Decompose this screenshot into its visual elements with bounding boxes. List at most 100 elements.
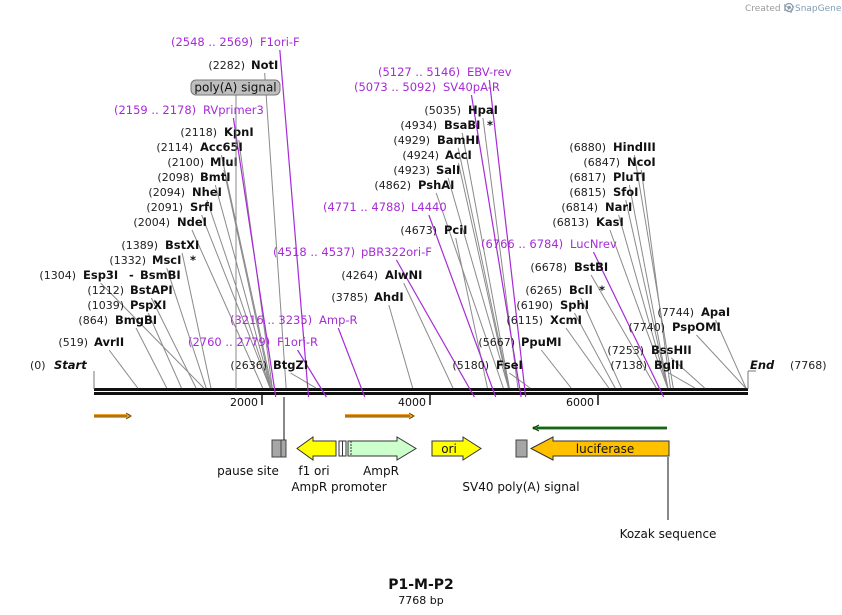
site-NcoI[interactable]: (6847) NcoI xyxy=(583,155,655,169)
start-pos: (0) xyxy=(30,359,46,372)
site-AccI[interactable]: (4924) AccI xyxy=(402,148,471,162)
kozak-sequence-feature[interactable]: Kozak sequence xyxy=(620,457,717,541)
site-PciI[interactable]: (4673) PciI xyxy=(400,223,467,237)
backbone[interactable] xyxy=(94,388,748,395)
svg-text:(7744): (7744) xyxy=(657,306,694,319)
site-SalI[interactable]: (4923) SalI xyxy=(393,163,460,177)
leader-HindIII xyxy=(633,154,674,389)
primer-F1ori-R-range[interactable]: (2760 .. 2779) xyxy=(188,335,270,349)
primer-Amp-R[interactable]: Amp-R xyxy=(319,313,358,327)
leader-Esp3I xyxy=(100,282,205,389)
ampr-promoter-feature[interactable]: AmpR promoter xyxy=(291,440,387,494)
orange-feature-bar-mid[interactable] xyxy=(345,412,415,420)
svg-text:HindIII: HindIII xyxy=(613,140,656,154)
site-BstBI[interactable]: (6678) BstBI xyxy=(530,260,608,274)
primer-EBV-rev-range[interactable]: (5127 .. 5146) xyxy=(378,65,460,79)
leader-PpuMI xyxy=(540,349,572,389)
site-KasI[interactable]: (6813) KasI xyxy=(552,215,623,229)
site-PluTI[interactable]: (6817) PluTI xyxy=(569,170,645,184)
tick-6000: 6000 xyxy=(566,396,594,409)
site-BstAPI[interactable]: (1212) BstAPI xyxy=(87,283,172,297)
svg-text:(5180): (5180) xyxy=(452,359,489,372)
credit-brand: SnapGene xyxy=(795,4,842,14)
site-Acc65I[interactable]: (2114) Acc65I xyxy=(156,140,242,154)
primer-EBV-rev[interactable]: EBV-rev xyxy=(467,65,512,79)
site-NdeI[interactable]: (2004) NdeI xyxy=(133,215,207,229)
site-NotI[interactable]: (2282) NotI xyxy=(208,58,278,72)
site-BsaBI[interactable]: (4934) BsaBI * xyxy=(400,118,493,132)
site-AhdI[interactable]: (3785) AhdI xyxy=(331,290,403,304)
site-BclI[interactable]: (6265) BclI * xyxy=(525,283,605,297)
site-FseI[interactable]: (5180) FseI xyxy=(452,358,522,372)
site-NarI[interactable]: (6814) NarI xyxy=(561,200,632,214)
primer-RVprimer3[interactable]: RVprimer3 xyxy=(203,103,264,117)
pause-site-feature[interactable]: pause site xyxy=(217,397,287,478)
primer-L4440[interactable]: L4440 xyxy=(411,200,447,214)
credit-prefix: Created by xyxy=(745,4,795,14)
primer-SV40pA-R[interactable]: SV40pA-R xyxy=(443,80,500,94)
primer-RVprimer3-range[interactable]: (2159 .. 2178) xyxy=(114,103,196,117)
primer-F1ori-F[interactable]: F1ori-F xyxy=(260,35,300,49)
svg-text:Esp3I: Esp3I xyxy=(83,268,118,282)
primer-F1ori-F-range[interactable]: (2548 .. 2569) xyxy=(171,35,253,49)
site-BglII[interactable]: (7138) BglII xyxy=(610,358,683,372)
site-NheI[interactable]: (2094) NheI xyxy=(148,185,221,199)
green-feature-bar[interactable] xyxy=(531,424,667,432)
svg-text:(864): (864) xyxy=(78,314,108,327)
primer-LucNrev-range[interactable]: (6766 .. 6784) xyxy=(481,237,563,251)
sv40-polyA-feature[interactable]: SV40 poly(A) signal xyxy=(462,439,580,494)
polyA-signal-feature[interactable]: poly(A) signal xyxy=(190,79,281,389)
site-MluI[interactable]: (2100) MluI xyxy=(167,155,237,169)
site-ApaI[interactable]: (7744) ApaI xyxy=(657,305,730,319)
svg-text:AmpR: AmpR xyxy=(363,464,399,478)
site-SrfI[interactable]: (2091) SrfI xyxy=(146,200,213,214)
start-label[interactable]: Start xyxy=(54,358,87,372)
site-SfoI[interactable]: (6815) SfoI xyxy=(569,185,638,199)
site-HindIII[interactable]: (6880) HindIII xyxy=(569,140,655,154)
svg-text:f1 ori: f1 ori xyxy=(298,464,329,478)
site-AvrII[interactable]: (519) AvrII xyxy=(58,335,124,349)
site-BssHII[interactable]: (7253) BssHII xyxy=(607,343,691,357)
svg-text:PpuMI: PpuMI xyxy=(521,335,562,349)
orange-feature-bar-left[interactable] xyxy=(94,412,132,420)
site-BmtI[interactable]: (2098) BmtI xyxy=(157,170,230,184)
f1-ori-feature[interactable]: f1 ori xyxy=(296,436,337,478)
svg-text:SfoI: SfoI xyxy=(613,185,638,199)
end-label[interactable]: End xyxy=(750,358,775,372)
svg-text:(2282): (2282) xyxy=(208,59,245,72)
site-PshAI[interactable]: (4862) PshAI xyxy=(374,178,454,192)
site-KpnI[interactable]: (2118) KpnI xyxy=(180,125,253,139)
leader-SalI xyxy=(447,177,509,389)
site-BtgZI[interactable]: (2636) BtgZI xyxy=(230,358,308,372)
primer-Amp-R-range[interactable]: (3216 .. 3235) xyxy=(230,313,312,327)
primer-leader-F1ori-R xyxy=(297,349,327,398)
site-BstXI[interactable]: (1389) BstXI xyxy=(121,238,199,252)
site-PspXI[interactable]: (1039) PspXI xyxy=(87,298,166,312)
site-SphI[interactable]: (6190) SphI xyxy=(516,298,589,312)
svg-text:(2004): (2004) xyxy=(133,216,170,229)
site-AlwNI[interactable]: (4264) AlwNI xyxy=(341,268,422,282)
site-Esp3I[interactable]: (1304) Esp3I - BsmBI xyxy=(39,268,180,282)
luciferase-feature[interactable]: luciferase xyxy=(529,436,670,461)
svg-text:BamHI: BamHI xyxy=(437,133,479,147)
site-BmgBI[interactable]: (864) BmgBI xyxy=(78,313,157,327)
primer-L4440-range[interactable]: (4771 .. 4788) xyxy=(323,200,405,214)
site-HpaI[interactable]: (5035) HpaI xyxy=(424,103,497,117)
ori-feature[interactable]: ori xyxy=(431,436,482,461)
svg-text:PspXI: PspXI xyxy=(130,298,166,312)
primer-pBR322ori-F-range[interactable]: (4518 .. 4537) xyxy=(273,245,355,259)
site-XcmI[interactable]: (6115) XcmI xyxy=(506,313,582,327)
svg-text:(4862): (4862) xyxy=(374,179,411,192)
axis-ticks: 2000 4000 6000 xyxy=(230,395,599,409)
primer-LucNrev[interactable]: LucNrev xyxy=(570,237,617,251)
primer-F1ori-R[interactable]: F1ori-R xyxy=(277,335,318,349)
svg-text:(1389): (1389) xyxy=(121,239,158,252)
site-PspOMI[interactable]: (7740) PspOMI xyxy=(628,320,720,334)
site-BamHI[interactable]: (4929) BamHI xyxy=(393,133,479,147)
svg-text:NdeI: NdeI xyxy=(177,215,207,229)
ampr-feature[interactable]: AmpR xyxy=(347,436,417,478)
primer-pBR322ori-F[interactable]: pBR322ori-F xyxy=(361,245,432,259)
site-PpuMI[interactable]: (5667) PpuMI xyxy=(478,335,561,349)
site-MscI[interactable]: (1332) MscI * xyxy=(109,253,196,267)
primer-SV40pA-R-range[interactable]: (5073 .. 5092) xyxy=(354,80,436,94)
